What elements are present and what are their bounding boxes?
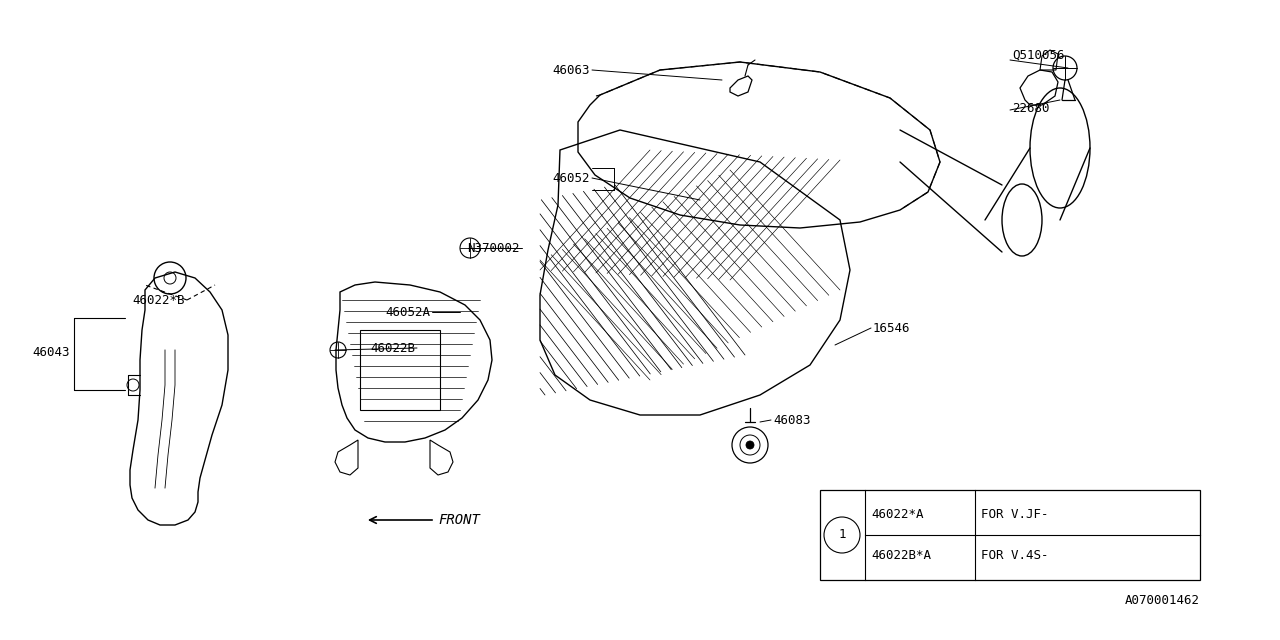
Text: 46022B*A: 46022B*A (870, 549, 931, 562)
Text: 46052: 46052 (553, 172, 590, 184)
Text: Q510056: Q510056 (1012, 49, 1065, 61)
Text: 46052A: 46052A (385, 305, 430, 319)
Text: FOR V.4S-: FOR V.4S- (980, 549, 1048, 562)
Bar (820, 490, 1201, 580)
Text: FRONT: FRONT (438, 513, 480, 527)
Text: A070001462: A070001462 (1125, 593, 1201, 607)
Circle shape (746, 441, 754, 449)
Text: 46022*B: 46022*B (133, 294, 186, 307)
Text: FOR V.JF-: FOR V.JF- (980, 508, 1048, 521)
Text: 16546: 16546 (873, 321, 910, 335)
Text: 46022B: 46022B (370, 342, 415, 355)
Text: 22680: 22680 (1012, 102, 1050, 115)
Text: N370002: N370002 (467, 241, 520, 255)
Text: 46083: 46083 (773, 413, 810, 426)
Text: 46022*A: 46022*A (870, 508, 923, 521)
Text: 1: 1 (838, 529, 846, 541)
Text: 46043: 46043 (32, 346, 70, 358)
Text: 46063: 46063 (553, 63, 590, 77)
